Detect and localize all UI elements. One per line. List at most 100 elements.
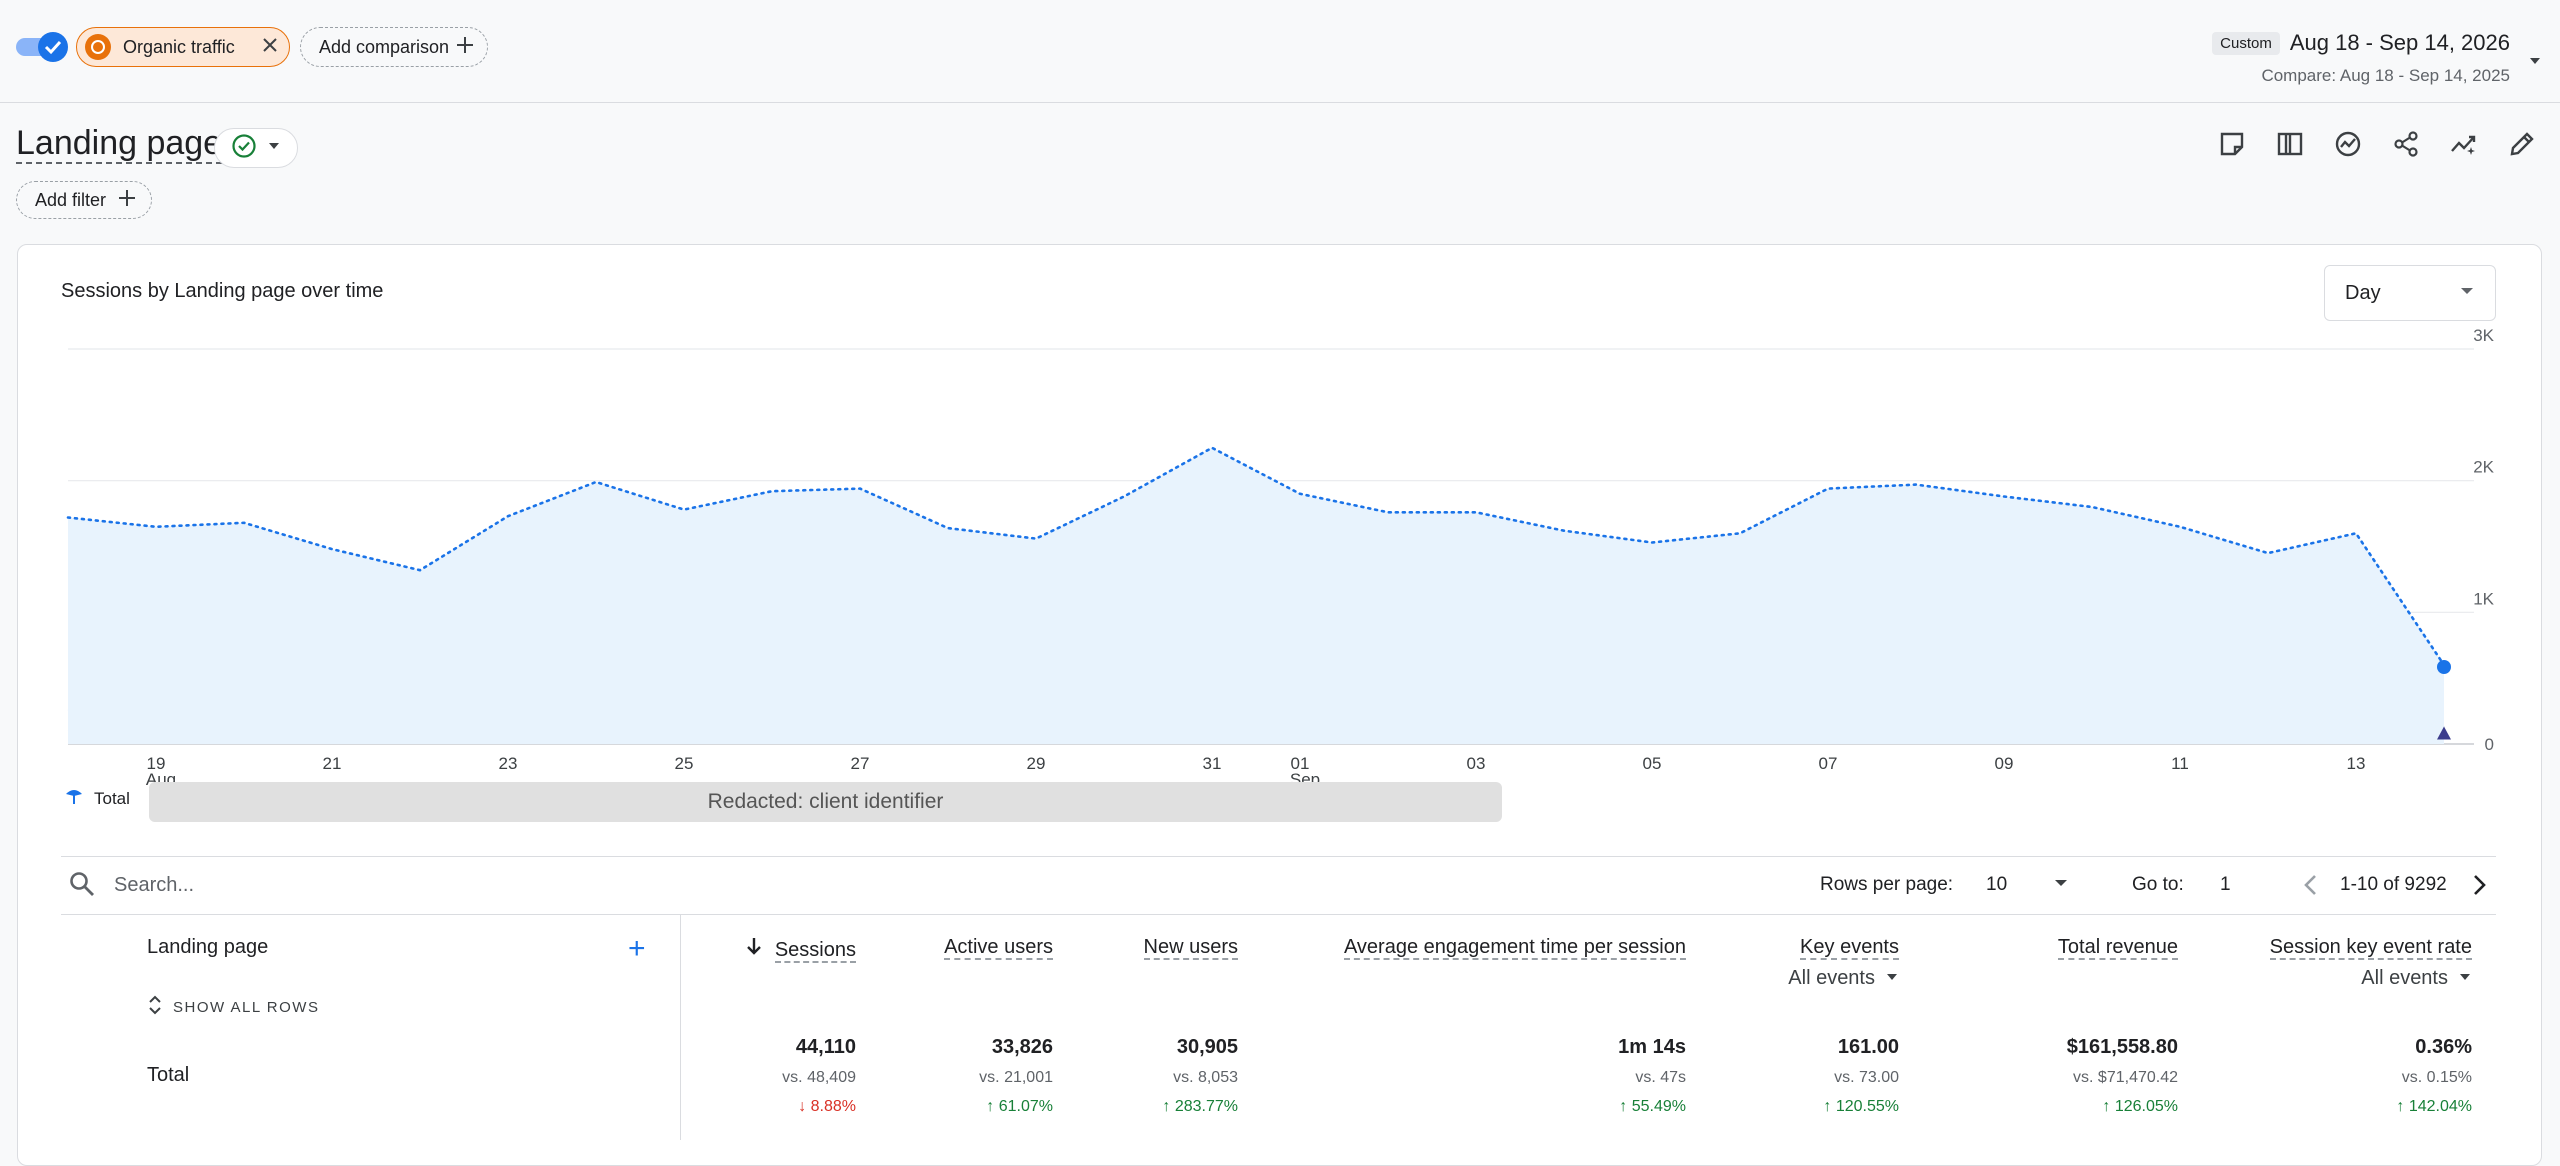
column-title: Active users <box>944 936 1053 960</box>
column-header-sessions[interactable]: Sessions <box>745 936 856 963</box>
x-tick-label: 07 <box>1819 754 1838 773</box>
share-icon[interactable] <box>2388 126 2424 162</box>
add-dimension-plus-icon[interactable]: + <box>628 932 646 965</box>
add-comparison-label: Add comparison <box>319 36 450 57</box>
date-range-picker[interactable]: Custom Aug 18 - Sep 14, 2026 Compare: Aug… <box>2212 30 2510 86</box>
total-change: ↑ 142.04% <box>2396 1098 2472 1115</box>
x-tick-label: 25 <box>675 754 694 773</box>
chevron-down-icon <box>2459 282 2475 305</box>
redacted-block: Redacted: client identifier <box>149 782 1502 822</box>
chevron-down-icon <box>2458 967 2472 990</box>
x-tick-label: 09 <box>1995 754 2014 773</box>
comparison-toggle[interactable] <box>16 32 68 62</box>
column-title: Total revenue <box>2057 936 2178 960</box>
total-area <box>68 447 2444 744</box>
check-icon <box>38 32 68 62</box>
divider <box>61 856 2496 857</box>
total-change: ↑ 126.05% <box>2102 1098 2178 1115</box>
chevron-left-icon[interactable] <box>2298 872 2324 903</box>
goto-input[interactable]: 1 <box>2220 874 2231 895</box>
total-compare-value: vs. 21,001 <box>979 1069 1053 1086</box>
event-filter-label: All events <box>1788 967 1875 989</box>
x-tick-label: 01 <box>1291 754 1310 773</box>
x-tick-label: 31 <box>1203 754 1222 773</box>
total-value: 30,905 <box>1176 1036 1238 1058</box>
y-tick-label: 1K <box>2473 589 2494 608</box>
column-header-session-key-event-rate[interactable]: Session key event rate All events <box>2269 936 2472 990</box>
note-icon[interactable] <box>2214 126 2250 162</box>
total-value: $161,558.80 <box>2066 1036 2178 1058</box>
goto-label: Go to: <box>2132 874 2184 895</box>
segment-dot-icon <box>85 34 111 60</box>
pagination-range: 1-10 of 9292 <box>2340 874 2447 895</box>
compare-range-label: Compare: Aug 18 - Sep 14, 2025 <box>2261 66 2510 85</box>
add-filter-button[interactable]: Add filter <box>16 181 152 219</box>
y-tick-label: 0 <box>2485 735 2494 754</box>
key-event-rate-filter[interactable]: All events <box>2270 967 2472 990</box>
close-icon[interactable] <box>261 36 279 59</box>
column-header-active-users[interactable]: Active users <box>944 936 1053 960</box>
key-events-filter[interactable]: All events <box>1788 967 1899 990</box>
plus-icon <box>117 188 137 213</box>
x-tick-label: 21 <box>323 754 342 773</box>
search-input[interactable] <box>112 868 716 902</box>
chart-title: Sessions by Landing page over time <box>61 280 384 302</box>
chevron-down-icon <box>267 139 281 158</box>
chart-legend: Total <box>64 786 130 811</box>
legend-marker-icon[interactable] <box>64 786 84 811</box>
event-filter-label: All events <box>2361 967 2448 989</box>
page-title[interactable]: Landing page <box>16 124 223 164</box>
rows-per-page-label: Rows per page: <box>1820 874 1954 895</box>
segment-chip-organic[interactable]: Organic traffic <box>76 27 290 67</box>
column-header-key-events[interactable]: Key events All events <box>1788 936 1899 990</box>
series-line-total <box>66 446 2446 667</box>
x-tick-label: 19 <box>147 754 166 773</box>
total-change: ↑ 61.07% <box>986 1098 1053 1115</box>
rows-per-page-select[interactable]: 10 <box>1986 874 2008 895</box>
x-tick-label: 23 <box>499 754 518 773</box>
show-all-rows-label: SHOW ALL ROWS <box>173 998 320 1016</box>
total-compare-value: vs. 48,409 <box>782 1069 856 1086</box>
chevron-down-icon[interactable] <box>2526 52 2544 75</box>
column-header-total-revenue[interactable]: Total revenue <box>2057 936 2178 960</box>
total-compare-value: vs. 8,053 <box>1173 1069 1238 1086</box>
total-value: 33,826 <box>991 1036 1053 1058</box>
chevron-down-icon[interactable] <box>2052 874 2070 897</box>
legend-total-label: Total <box>94 788 130 808</box>
column-title: Average engagement time per session <box>1343 936 1686 960</box>
x-tick-label: 27 <box>851 754 870 773</box>
granularity-select[interactable]: Day <box>2324 265 2496 321</box>
total-compare-value: vs. 0.15% <box>2401 1069 2472 1086</box>
add-comparison-button[interactable]: Add comparison <box>300 27 488 67</box>
check-circle-icon <box>231 133 257 164</box>
date-range-label: Aug 18 - Sep 14, 2026 <box>2289 30 2510 55</box>
total-value: 44,110 <box>795 1036 856 1058</box>
x-tick-label: 29 <box>1027 754 1046 773</box>
x-tick-label: 11 <box>2171 754 2189 773</box>
x-tick-label: 03 <box>1467 754 1486 773</box>
date-custom-tag: Custom <box>2212 31 2280 55</box>
insights-icon[interactable] <box>2330 126 2366 162</box>
divider <box>61 914 2496 915</box>
expand-icon <box>147 994 163 1020</box>
column-title: New users <box>1143 936 1238 960</box>
series-endpoint-marker <box>2437 726 2451 740</box>
column-header-avg-engagement[interactable]: Average engagement time per session <box>1343 936 1686 960</box>
report-toolbar <box>2214 126 2540 162</box>
total-row-label: Total <box>147 1064 190 1086</box>
column-header-new-users[interactable]: New users <box>1143 936 1238 960</box>
total-change: ↑ 55.49% <box>1619 1098 1686 1115</box>
total-compare-value: vs. $71,470.42 <box>2073 1069 2178 1086</box>
report-status-dropdown[interactable] <box>214 128 298 168</box>
trend-icon[interactable] <box>2446 126 2482 162</box>
dimension-header[interactable]: Landing page <box>147 936 269 958</box>
x-tick-label: 13 <box>2347 754 2366 773</box>
series-endpoint-marker <box>2437 660 2451 674</box>
compare-columns-icon[interactable] <box>2272 126 2308 162</box>
column-title: Session key event rate <box>2269 936 2472 960</box>
edit-icon[interactable] <box>2504 126 2540 162</box>
plus-icon <box>455 35 475 60</box>
show-all-rows-button[interactable]: SHOW ALL ROWS <box>147 994 319 1020</box>
chevron-right-icon[interactable] <box>2466 872 2492 903</box>
